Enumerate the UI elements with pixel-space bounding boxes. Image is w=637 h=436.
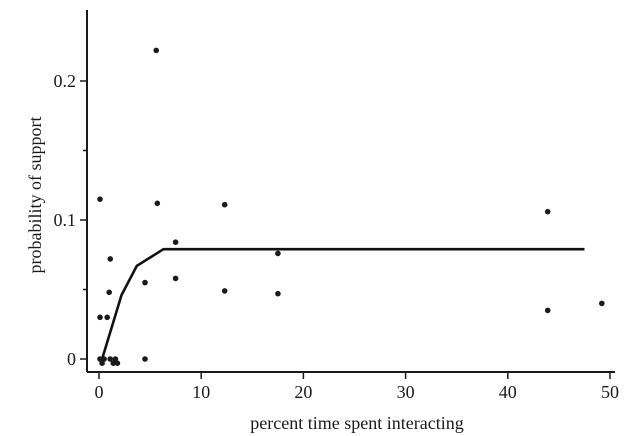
y-tick-label: 0.1: [54, 210, 77, 230]
data-point: [110, 360, 117, 367]
data-point: [99, 360, 105, 367]
x-tick-label: 30: [397, 382, 415, 402]
data-point: [104, 314, 110, 321]
data-point: [107, 256, 113, 262]
fit-line: [100, 247, 585, 360]
data-point: [142, 279, 148, 286]
x-tick-label: 10: [192, 382, 210, 402]
data-points: [97, 47, 605, 367]
data-point: [172, 239, 179, 245]
data-point: [172, 275, 179, 282]
x-tick-label: 0: [95, 382, 104, 402]
data-point: [275, 250, 281, 257]
data-point: [599, 300, 605, 307]
data-point: [154, 200, 161, 207]
data-point: [106, 289, 112, 296]
data-point: [97, 356, 103, 362]
axis-ticks: 0 10 20 30 40 50 0 0.1 0.2: [54, 71, 620, 402]
y-axis-title: probability of support: [25, 117, 45, 274]
data-point: [112, 356, 119, 362]
x-tick-label: 50: [601, 382, 619, 402]
data-point: [114, 360, 121, 367]
data-point: [107, 356, 113, 362]
data-point: [544, 208, 551, 215]
x-tick-label: 20: [294, 382, 312, 402]
x-tick-label: 40: [499, 382, 517, 402]
data-point: [153, 47, 159, 54]
data-point: [97, 314, 103, 321]
x-axis-title: percent time spent interacting: [250, 413, 463, 433]
y-tick-label: 0.2: [54, 71, 77, 91]
data-point: [221, 201, 228, 208]
fit-line-group: [100, 247, 585, 360]
data-point: [544, 307, 551, 314]
data-point: [275, 290, 281, 297]
y-tick-label: 0: [67, 349, 76, 369]
data-point: [221, 288, 228, 294]
data-point: [97, 196, 103, 202]
data-point: [142, 356, 148, 362]
data-point: [101, 356, 107, 362]
